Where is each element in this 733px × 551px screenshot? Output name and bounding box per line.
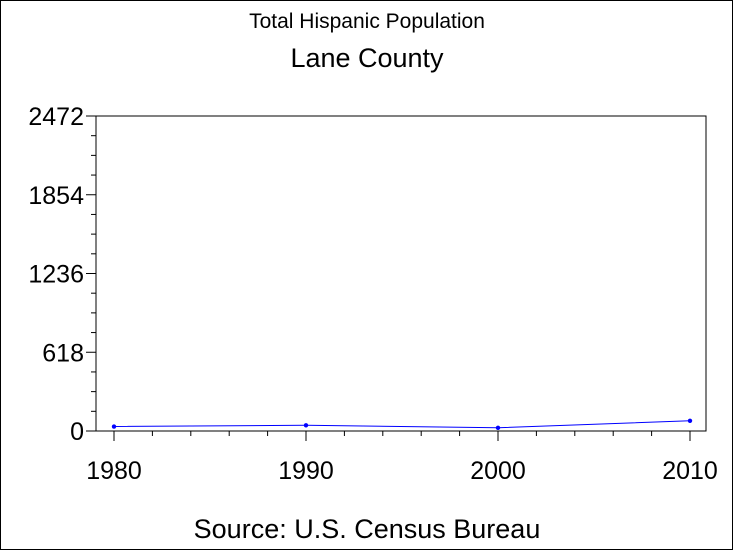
y-tick-label: 1854	[28, 182, 84, 210]
data-point	[303, 423, 309, 428]
chart-subtitle: Lane County	[290, 43, 444, 73]
series-line	[113, 420, 691, 429]
y-axis: 0 618 1236 1854 2472	[28, 103, 96, 446]
data-point	[495, 425, 501, 431]
data-point	[111, 424, 117, 429]
source-footnote: Source: U.S. Census Bureau	[194, 514, 541, 544]
data-point	[687, 418, 693, 424]
y-tick-label: 618	[42, 339, 84, 367]
x-tick-label: 1990	[278, 457, 334, 485]
plot-area	[95, 115, 707, 432]
y-tick-label: 1236	[28, 261, 84, 289]
chart-title: Total Hispanic Population	[249, 10, 485, 33]
y-tick-label: 2472	[28, 103, 84, 131]
y-tick-label: 0	[70, 418, 84, 446]
series-layer	[111, 418, 693, 431]
x-axis: 1980 1990 2000 2010	[86, 431, 718, 485]
x-tick-label: 2010	[662, 457, 718, 485]
x-tick-label: 2000	[470, 457, 526, 485]
x-tick-label: 1980	[86, 457, 142, 485]
